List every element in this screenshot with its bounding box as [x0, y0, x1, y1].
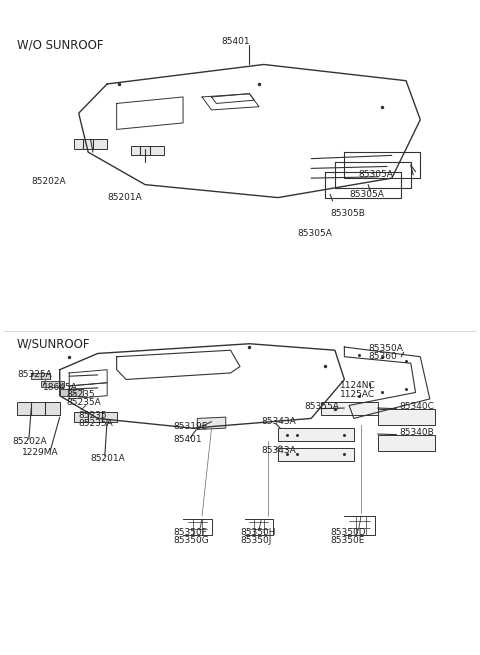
Text: 85305B: 85305B: [330, 210, 365, 218]
Text: 85350F: 85350F: [174, 527, 207, 536]
Text: 1125AC: 1125AC: [340, 390, 375, 399]
Text: 85202A: 85202A: [31, 177, 66, 186]
Text: 85235: 85235: [79, 411, 108, 421]
Text: W/O SUNROOF: W/O SUNROOF: [17, 39, 104, 52]
Text: 85235: 85235: [67, 390, 96, 399]
Polygon shape: [74, 139, 107, 149]
Text: 85401: 85401: [221, 37, 250, 47]
Polygon shape: [378, 409, 434, 425]
Text: 85340B: 85340B: [399, 428, 434, 437]
Polygon shape: [17, 402, 60, 415]
Text: 18645A: 18645A: [43, 383, 78, 392]
Text: 85305A: 85305A: [359, 170, 394, 179]
Text: W/SUNROOF: W/SUNROOF: [17, 337, 91, 350]
Text: 85350D: 85350D: [330, 527, 366, 536]
Text: 85305A: 85305A: [297, 229, 332, 238]
Polygon shape: [60, 389, 84, 396]
Polygon shape: [278, 447, 354, 460]
Text: 85350J: 85350J: [240, 536, 271, 545]
Text: 85360: 85360: [368, 352, 397, 361]
Text: 85202A: 85202A: [12, 437, 47, 445]
Text: 85235A: 85235A: [67, 398, 102, 407]
Polygon shape: [41, 381, 64, 387]
Text: 85325A: 85325A: [17, 370, 52, 379]
Text: 1229MA: 1229MA: [22, 448, 59, 457]
Text: 85401: 85401: [174, 435, 202, 443]
Text: 1124NC: 1124NC: [340, 381, 375, 390]
Text: 85305A: 85305A: [349, 190, 384, 199]
Polygon shape: [278, 428, 354, 441]
Polygon shape: [197, 417, 226, 430]
Text: 85340C: 85340C: [399, 402, 434, 411]
Text: 85343A: 85343A: [261, 417, 296, 426]
Text: 85350E: 85350E: [330, 536, 364, 545]
Polygon shape: [378, 435, 434, 451]
Polygon shape: [131, 145, 164, 155]
Text: 85355A: 85355A: [304, 402, 339, 411]
Text: 85201A: 85201A: [107, 193, 142, 202]
Text: 85350A: 85350A: [368, 344, 403, 353]
Text: 85343A: 85343A: [261, 447, 296, 455]
Polygon shape: [31, 373, 50, 379]
Polygon shape: [74, 412, 117, 422]
Text: 85319E: 85319E: [174, 422, 208, 431]
Text: 85350G: 85350G: [174, 536, 209, 545]
Polygon shape: [321, 402, 378, 415]
Text: 85201A: 85201A: [91, 454, 125, 463]
Text: 85235A: 85235A: [79, 419, 113, 428]
Text: 85350H: 85350H: [240, 527, 276, 536]
